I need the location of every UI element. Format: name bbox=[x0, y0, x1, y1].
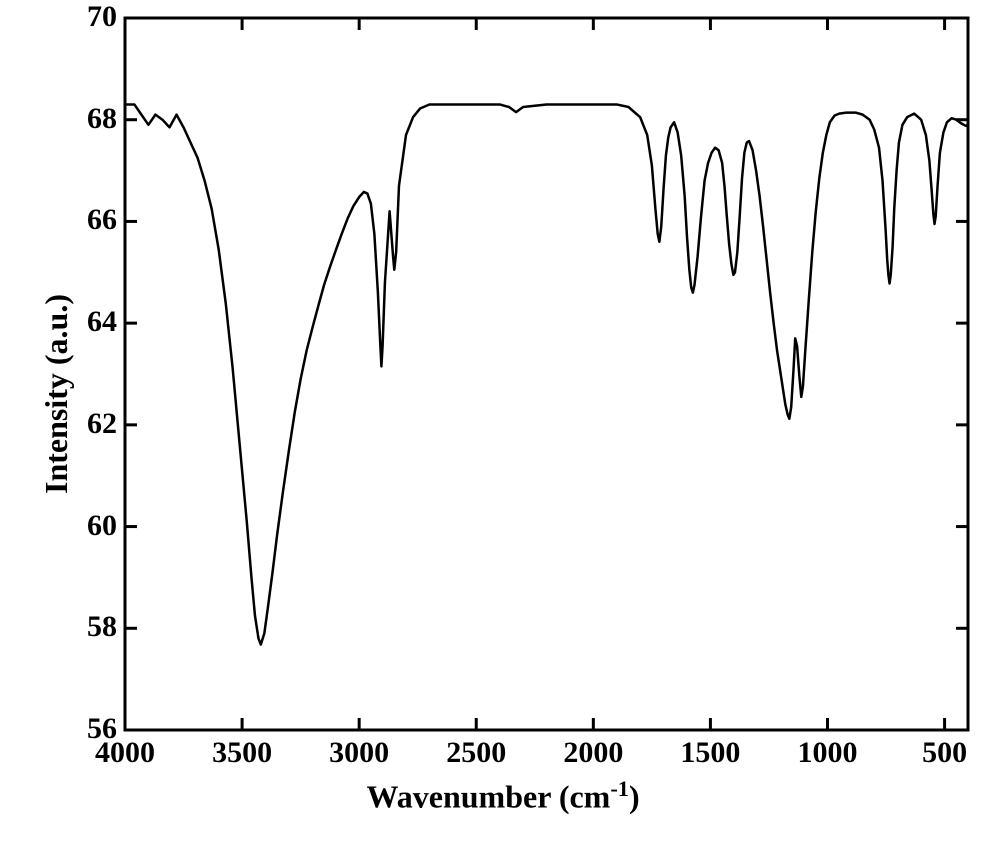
chart-svg bbox=[0, 0, 1000, 842]
y-tick-label: 66 bbox=[47, 203, 117, 237]
x-tick-label: 3500 bbox=[192, 736, 292, 770]
x-tick-label: 3000 bbox=[309, 736, 409, 770]
y-tick-label: 64 bbox=[47, 305, 117, 339]
y-tick-label: 58 bbox=[47, 610, 117, 644]
x-tick-label: 1500 bbox=[660, 736, 760, 770]
x-tick-label: 1000 bbox=[778, 736, 878, 770]
y-tick-label: 56 bbox=[47, 712, 117, 746]
y-tick-label: 60 bbox=[47, 509, 117, 543]
x-tick-label: 2000 bbox=[543, 736, 643, 770]
ftir-spectrum-chart: Intensity (a.u.) Wavenumber (cm-1) 40003… bbox=[0, 0, 1000, 842]
x-tick-label: 2500 bbox=[426, 736, 526, 770]
x-tick-label: 500 bbox=[895, 736, 995, 770]
y-tick-label: 68 bbox=[47, 102, 117, 136]
y-tick-label: 62 bbox=[47, 407, 117, 441]
y-tick-label: 70 bbox=[47, 0, 117, 34]
